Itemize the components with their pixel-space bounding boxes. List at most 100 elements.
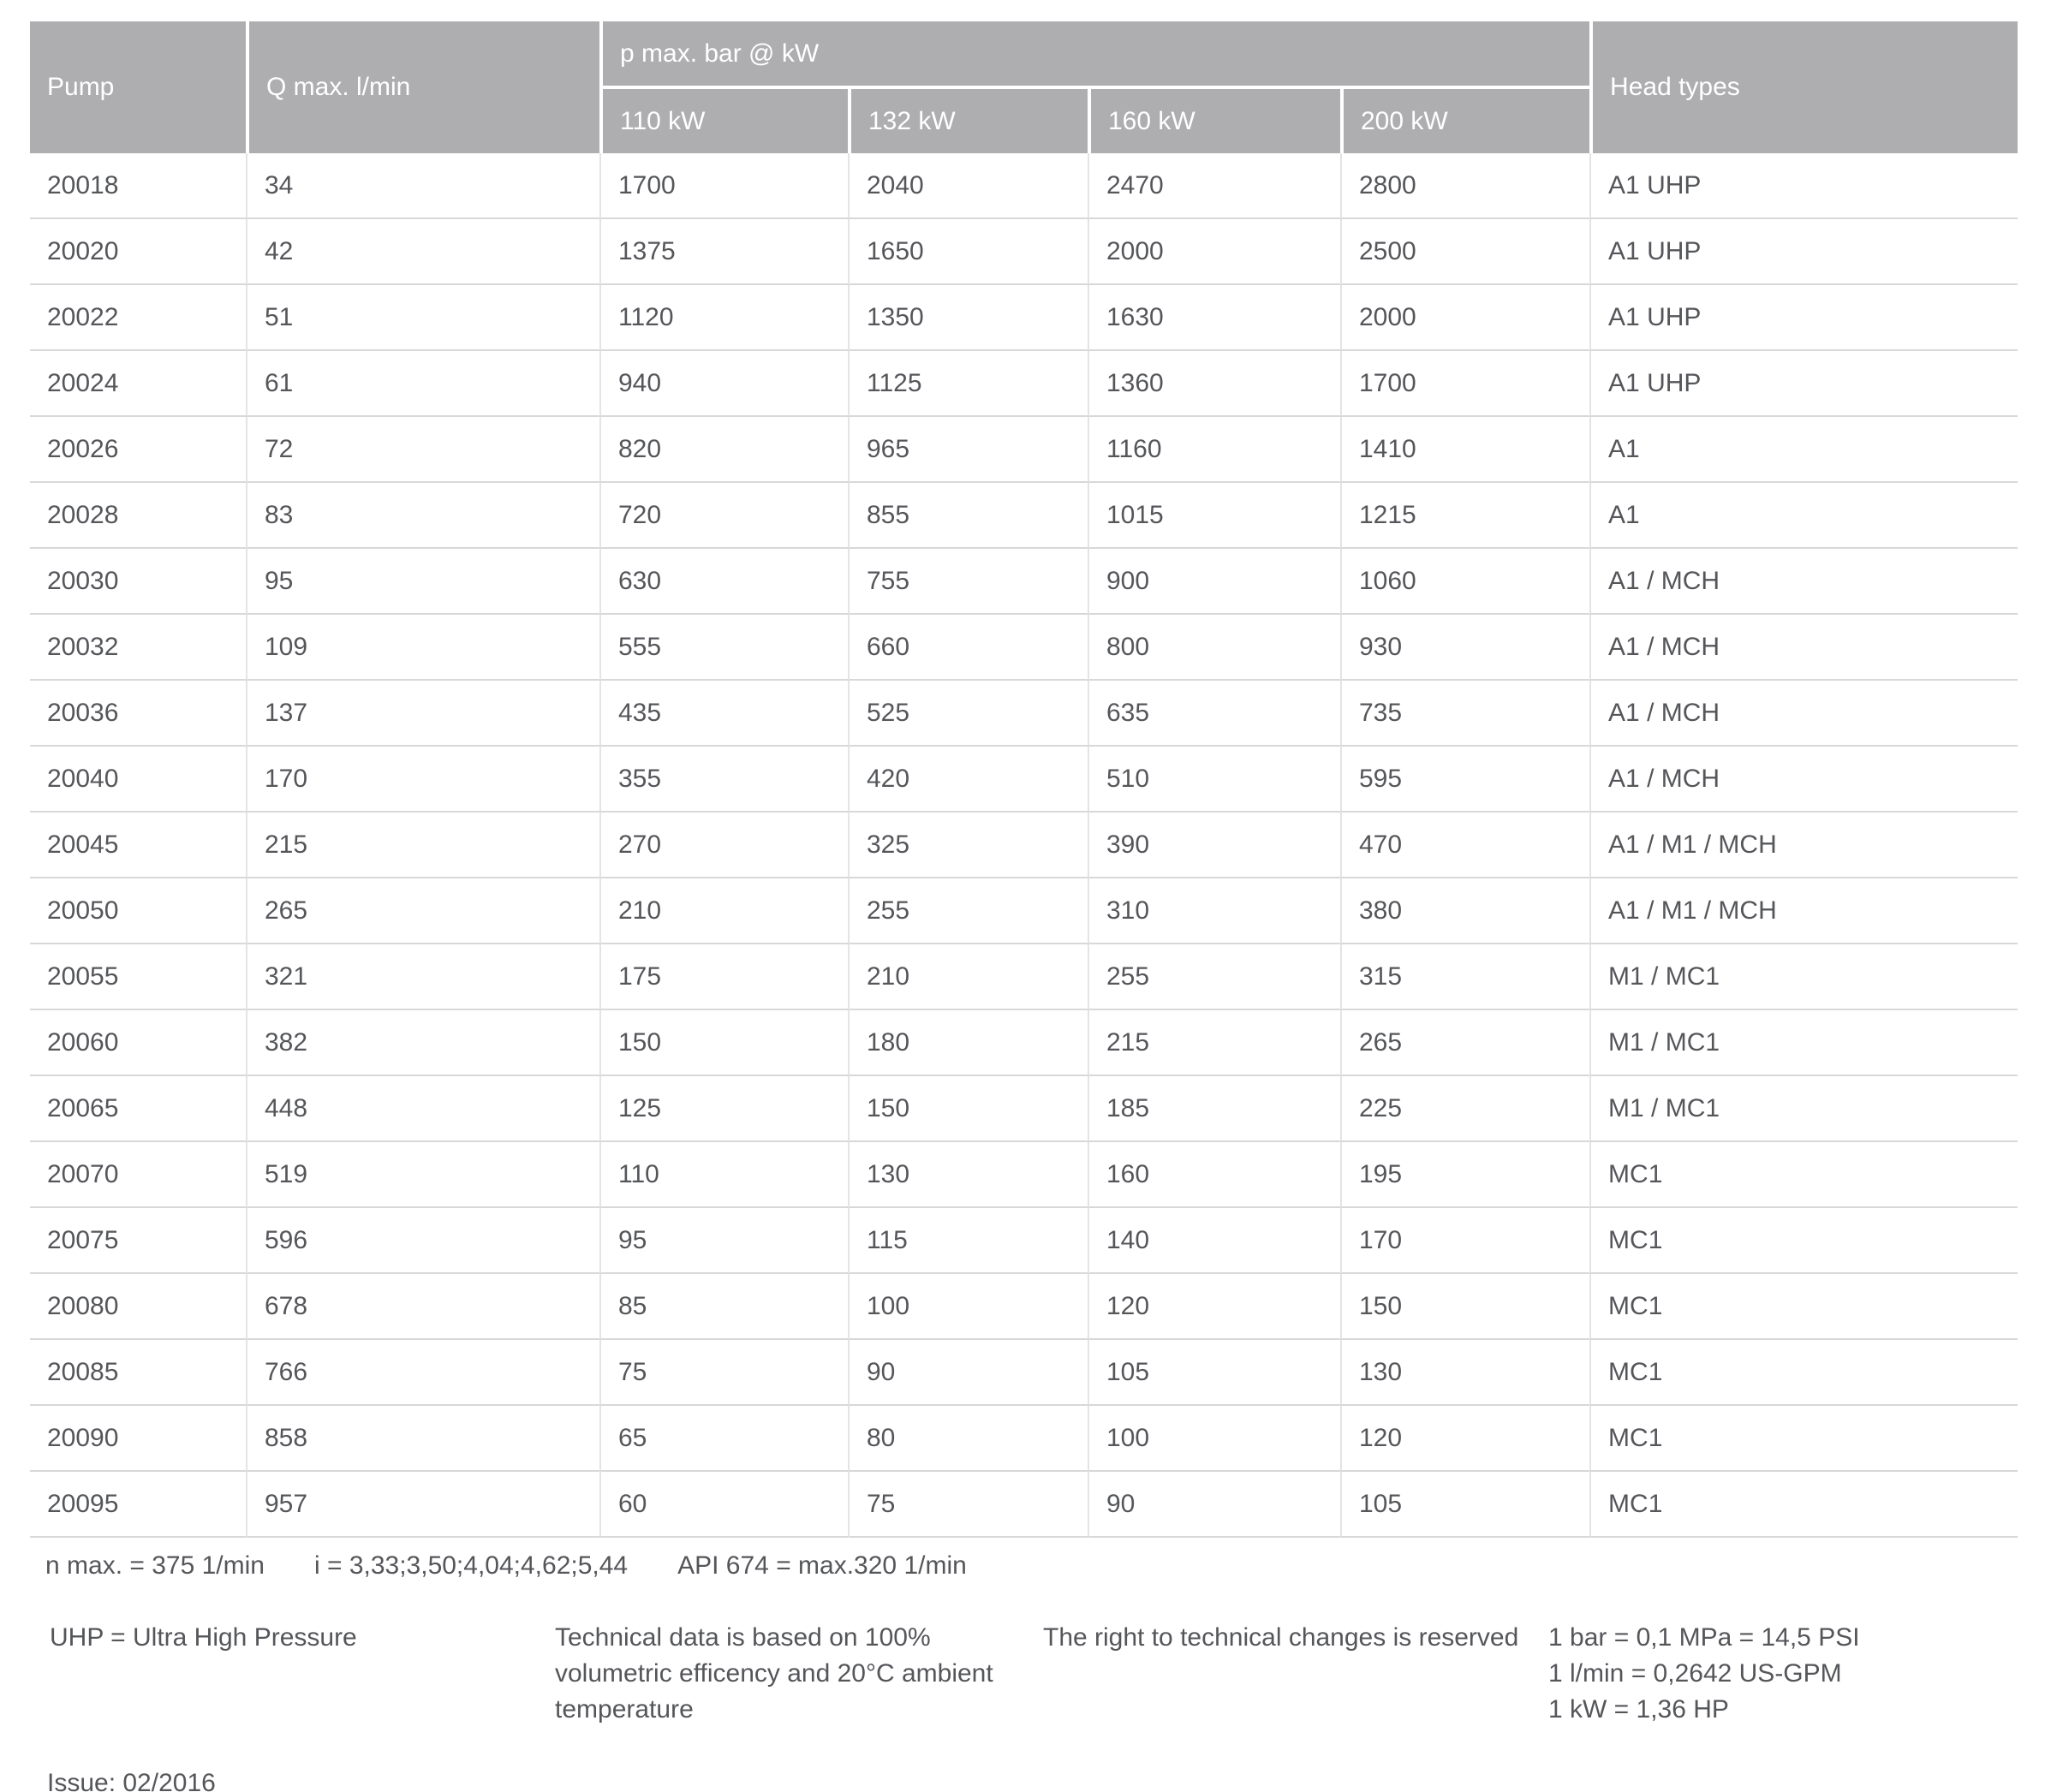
- cell-p200: 120: [1340, 1406, 1590, 1472]
- table-row: 20090 858 65 80 100 120 MC1: [30, 1406, 2018, 1472]
- cell-q-max: 61: [246, 351, 599, 417]
- table-row: 20050 265 210 255 310 380 A1 / M1 / MCH: [30, 878, 2018, 944]
- cell-p160: 120: [1088, 1274, 1340, 1340]
- table-row: 20028 83 720 855 1015 1215 A1: [30, 483, 2018, 549]
- table-body: 20018 34 1700 2040 2470 2800 A1 UHP 2002…: [30, 153, 2018, 1538]
- table-row: 20070 519 110 130 160 195 MC1: [30, 1142, 2018, 1208]
- cell-p132: 150: [848, 1076, 1088, 1142]
- cell-q-max: 678: [246, 1274, 599, 1340]
- cell-p110: 60: [599, 1472, 848, 1538]
- cell-p132: 180: [848, 1010, 1088, 1076]
- note-i-ratios: i = 3,33;3,50;4,04;4,62;5,44: [313, 1551, 629, 1580]
- table-footnote-line: n max. = 375 1/min i = 3,33;3,50;4,04;4,…: [45, 1551, 2045, 1581]
- cell-p132: 115: [848, 1208, 1088, 1274]
- cell-p132: 255: [848, 878, 1088, 944]
- cell-pump: 20030: [30, 549, 246, 615]
- cell-p110: 175: [599, 944, 848, 1010]
- cell-p110: 125: [599, 1076, 848, 1142]
- cell-p160: 1015: [1088, 483, 1340, 549]
- cell-head-types: A1 UHP: [1589, 219, 2018, 285]
- cell-p110: 95: [599, 1208, 848, 1274]
- cell-p200: 2000: [1340, 285, 1590, 351]
- rights-note: The right to technical changes is reserv…: [1043, 1623, 1519, 1652]
- table-row: 20060 382 150 180 215 265 M1 / MC1: [30, 1010, 2018, 1076]
- cell-p132: 525: [848, 681, 1088, 747]
- cell-q-max: 42: [246, 219, 599, 285]
- cell-head-types: M1 / MC1: [1589, 1076, 2018, 1142]
- cell-p160: 90: [1088, 1472, 1340, 1538]
- cell-p160: 215: [1088, 1010, 1340, 1076]
- cell-head-types: MC1: [1589, 1274, 2018, 1340]
- cell-p110: 210: [599, 878, 848, 944]
- table-row: 20022 51 1120 1350 1630 2000 A1 UHP: [30, 285, 2018, 351]
- cell-pump: 20095: [30, 1472, 246, 1538]
- cell-p200: 930: [1340, 615, 1590, 681]
- footer-col-rights: The right to technical changes is reserv…: [1043, 1620, 1548, 1656]
- technical-note-line: Technical data is based on 100%: [555, 1623, 931, 1652]
- conversion-kw-hp: 1 kW = 1,36 HP: [1548, 1695, 1729, 1724]
- cell-p110: 150: [599, 1010, 848, 1076]
- cell-pump: 20065: [30, 1076, 246, 1142]
- technical-note-line: volumetric efficency and 20°C ambient: [555, 1659, 993, 1688]
- cell-p160: 510: [1088, 747, 1340, 813]
- column-header-pump: Pump: [30, 21, 246, 153]
- cell-p160: 2000: [1088, 219, 1340, 285]
- cell-head-types: A1 / MCH: [1589, 549, 2018, 615]
- table-row: 20055 321 175 210 255 315 M1 / MC1: [30, 944, 2018, 1010]
- cell-q-max: 83: [246, 483, 599, 549]
- footer-col-conversions: 1 bar = 0,1 MPa = 14,5 PSI 1 l/min = 0,2…: [1548, 1620, 2045, 1728]
- cell-p200: 195: [1340, 1142, 1590, 1208]
- cell-p160: 390: [1088, 813, 1340, 878]
- cell-q-max: 448: [246, 1076, 599, 1142]
- cell-p160: 1360: [1088, 351, 1340, 417]
- cell-p110: 355: [599, 747, 848, 813]
- cell-p200: 2800: [1340, 153, 1590, 219]
- column-header-160kw: 160 kW: [1088, 89, 1340, 153]
- cell-pump: 20070: [30, 1142, 246, 1208]
- table-row: 20080 678 85 100 120 150 MC1: [30, 1274, 2018, 1340]
- cell-head-types: A1 / M1 / MCH: [1589, 813, 2018, 878]
- cell-pump: 20024: [30, 351, 246, 417]
- cell-p132: 755: [848, 549, 1088, 615]
- cell-p110: 85: [599, 1274, 848, 1340]
- cell-p200: 735: [1340, 681, 1590, 747]
- cell-p200: 470: [1340, 813, 1590, 878]
- cell-p160: 1160: [1088, 417, 1340, 483]
- cell-p200: 150: [1340, 1274, 1590, 1340]
- cell-p200: 225: [1340, 1076, 1590, 1142]
- cell-pump: 20045: [30, 813, 246, 878]
- cell-p132: 90: [848, 1340, 1088, 1406]
- cell-q-max: 109: [246, 615, 599, 681]
- cell-head-types: MC1: [1589, 1142, 2018, 1208]
- table-row: 20018 34 1700 2040 2470 2800 A1 UHP: [30, 153, 2018, 219]
- table-row: 20095 957 60 75 90 105 MC1: [30, 1472, 2018, 1538]
- column-header-q-max: Q max. l/min: [246, 21, 599, 153]
- cell-pump: 20080: [30, 1274, 246, 1340]
- cell-p200: 380: [1340, 878, 1590, 944]
- cell-p132: 1650: [848, 219, 1088, 285]
- cell-p200: 1060: [1340, 549, 1590, 615]
- table-row: 20020 42 1375 1650 2000 2500 A1 UHP: [30, 219, 2018, 285]
- cell-head-types: A1 / MCH: [1589, 747, 2018, 813]
- cell-pump: 20026: [30, 417, 246, 483]
- table-row: 20030 95 630 755 900 1060 A1 / MCH: [30, 549, 2018, 615]
- cell-p200: 170: [1340, 1208, 1590, 1274]
- footer-col-uhp: UHP = Ultra High Pressure: [50, 1620, 555, 1656]
- cell-p132: 855: [848, 483, 1088, 549]
- cell-p132: 210: [848, 944, 1088, 1010]
- column-header-132kw: 132 kW: [848, 89, 1088, 153]
- cell-head-types: MC1: [1589, 1340, 2018, 1406]
- cell-p132: 660: [848, 615, 1088, 681]
- cell-head-types: A1 / MCH: [1589, 615, 2018, 681]
- cell-pump: 20090: [30, 1406, 246, 1472]
- cell-p132: 1125: [848, 351, 1088, 417]
- technical-note-line: temperature: [555, 1695, 694, 1724]
- cell-head-types: MC1: [1589, 1472, 2018, 1538]
- cell-p160: 100: [1088, 1406, 1340, 1472]
- table-row: 20036 137 435 525 635 735 A1 / MCH: [30, 681, 2018, 747]
- cell-p200: 105: [1340, 1472, 1590, 1538]
- conversion-bar-psi: 1 bar = 0,1 MPa = 14,5 PSI: [1548, 1623, 1860, 1652]
- note-n-max: n max. = 375 1/min: [45, 1551, 265, 1580]
- cell-q-max: 519: [246, 1142, 599, 1208]
- cell-pump: 20075: [30, 1208, 246, 1274]
